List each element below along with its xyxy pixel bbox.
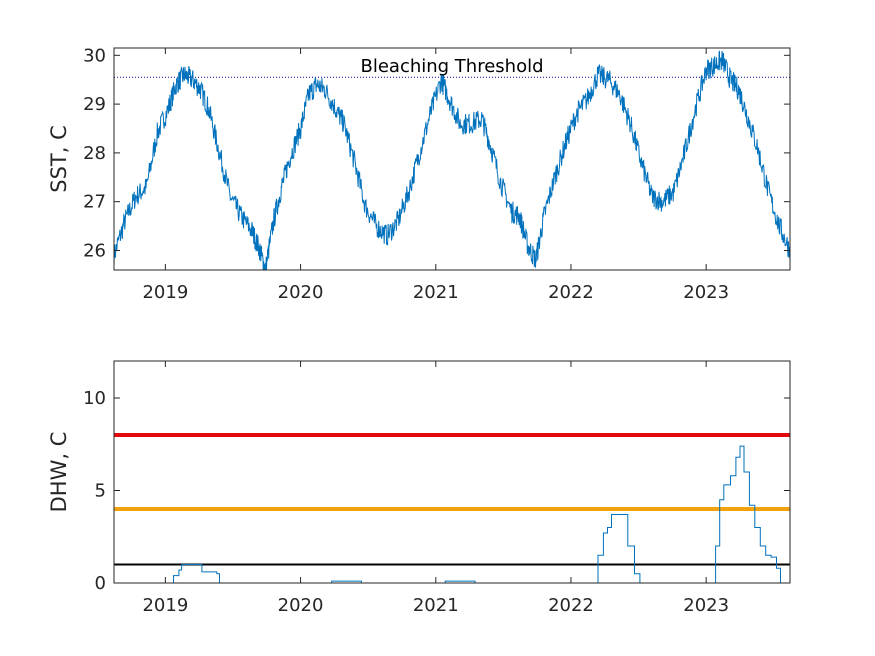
dhw-x-tick-label: 2022 [548,595,594,616]
sst-y-tick-label: 26 [83,240,106,261]
sst-series-line [113,50,791,271]
sst-x-tick-label: 2020 [278,282,324,303]
sst-x-tick-label: 2019 [142,282,188,303]
sst-y-tick-label: 27 [83,192,106,213]
sst-x-tick-label: 2022 [548,282,594,303]
dhw-axes-box [113,360,791,584]
sst-x-tick-label: 2021 [413,282,459,303]
sst-y-tick-label: 28 [83,143,106,164]
dhw-y-tick-label: 5 [95,481,106,502]
dhw-panel: 2019 2020 2021 2022 2023 0 5 10 DHW, C [47,360,791,616]
dhw-y-ticks: 0 5 10 [83,388,790,594]
dhw-y-tick-label: 10 [83,388,106,409]
sst-x-ticks: 2019 2020 2021 2022 2023 [142,48,729,303]
dhw-series-line [114,445,790,584]
sst-x-tick-label: 2023 [683,282,729,303]
bleaching-threshold-label: Bleaching Threshold [360,56,543,77]
sst-plot-area [114,48,790,270]
dhw-reference-lines [114,433,790,566]
dhw-x-tick-label: 2019 [142,595,188,616]
dhw-x-tick-label: 2020 [278,595,324,616]
sst-panel: 2019 2020 2021 2022 2023 26 27 28 29 30 Bleachin… [47,45,791,303]
dhw-plot-area [114,361,790,583]
dhw-x-tick-label: 2023 [683,595,729,616]
sst-y-tick-label: 29 [83,94,106,115]
sst-axes-box [113,47,791,271]
sst-y-axis-label: SST, C [47,125,71,193]
sst-y-ticks: 26 27 28 29 30 [83,45,790,261]
sst-y-tick-label: 30 [83,45,106,66]
dhw-y-tick-label: 0 [95,573,106,594]
dhw-y-axis-label: DHW, C [47,432,71,513]
dhw-x-ticks: 2019 2020 2021 2022 2023 [142,361,729,616]
dhw-x-tick-label: 2021 [413,595,459,616]
